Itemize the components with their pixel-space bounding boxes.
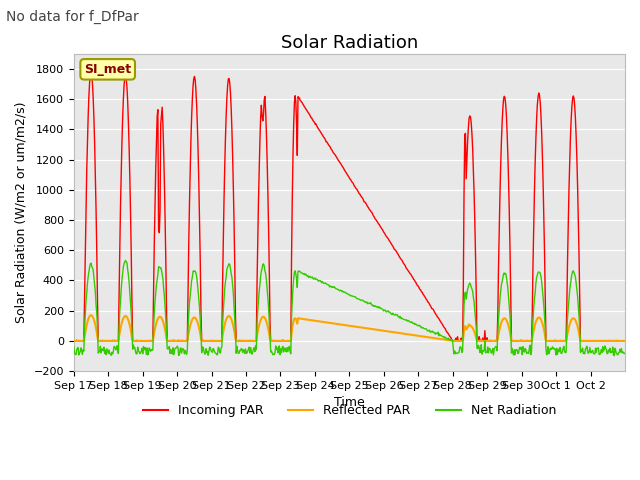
Y-axis label: Solar Radiation (W/m2 or um/m2/s): Solar Radiation (W/m2 or um/m2/s) [15, 102, 28, 323]
Title: Solar Radiation: Solar Radiation [281, 34, 418, 52]
Text: SI_met: SI_met [84, 63, 131, 76]
Text: No data for f_DfPar: No data for f_DfPar [6, 10, 139, 24]
X-axis label: Time: Time [334, 396, 365, 409]
Legend: Incoming PAR, Reflected PAR, Net Radiation: Incoming PAR, Reflected PAR, Net Radiati… [138, 399, 561, 422]
